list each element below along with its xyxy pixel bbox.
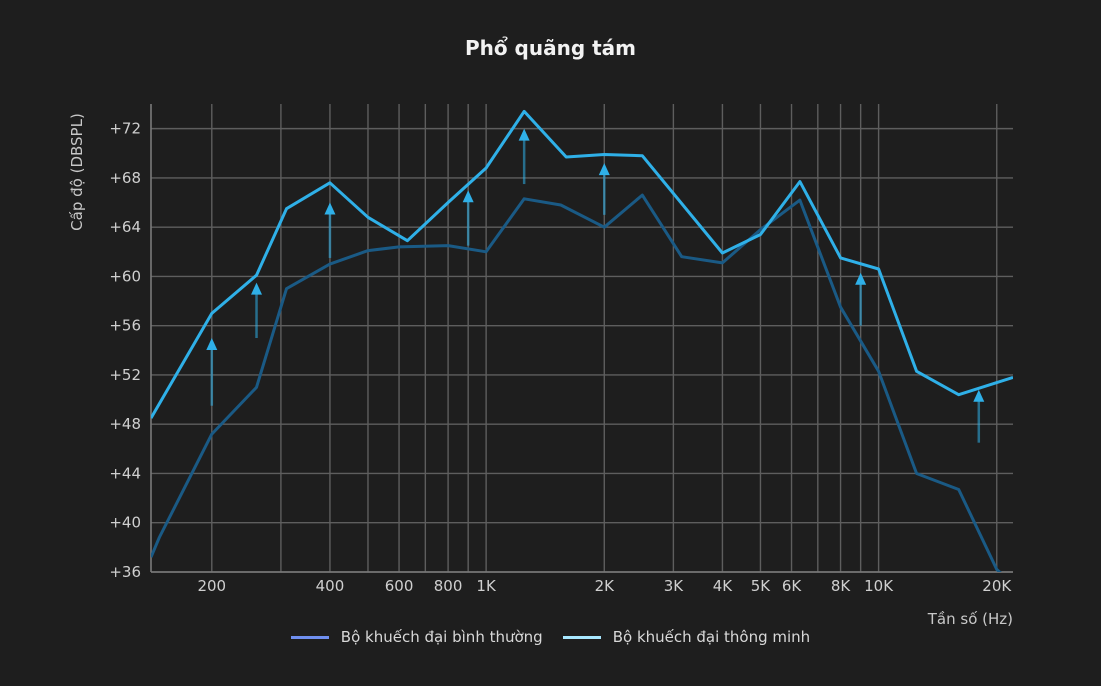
y-tick-label: +48 bbox=[109, 415, 141, 433]
legend-swatch-smart bbox=[562, 635, 601, 639]
y-tick-label: +36 bbox=[109, 563, 141, 581]
x-axis-label: Tần số (Hz) bbox=[927, 610, 1013, 628]
boost-arrow-head bbox=[251, 282, 263, 295]
boost-arrow bbox=[518, 128, 530, 185]
chart-title: Phổ quãng tám bbox=[464, 36, 637, 60]
boost-arrow bbox=[462, 190, 474, 246]
boost-arrow bbox=[324, 202, 336, 258]
x-tick-label: 6K bbox=[782, 577, 803, 595]
y-tick-label: +44 bbox=[109, 464, 141, 482]
x-tick-label: 1K bbox=[476, 577, 497, 595]
boost-arrow bbox=[251, 282, 263, 338]
boost-arrow-head bbox=[206, 338, 218, 350]
boost-arrow bbox=[206, 338, 218, 406]
y-tick-label: +68 bbox=[109, 169, 141, 187]
boost-arrow-head bbox=[462, 190, 474, 203]
boost-arrow bbox=[855, 272, 867, 326]
boost-arrow bbox=[598, 163, 610, 215]
x-tick-label: 200 bbox=[197, 577, 226, 595]
boost-arrow-head bbox=[324, 202, 336, 215]
y-tick-label: +60 bbox=[109, 267, 141, 285]
legend: Bộ khuếch đại bình thường Bộ khuếch đại … bbox=[0, 628, 1101, 646]
y-tick-label: +64 bbox=[109, 218, 141, 236]
series-line-smart-amplifier bbox=[151, 109, 1013, 419]
legend-item-smart[interactable]: Bộ khuếch đại thông minh bbox=[562, 628, 811, 646]
y-tick-label: +72 bbox=[109, 120, 141, 138]
y-tick-label: +52 bbox=[109, 366, 141, 384]
boost-arrow-head bbox=[855, 272, 867, 285]
x-tick-label: 4K bbox=[713, 577, 734, 595]
legend-label-normal: Bộ khuếch đại bình thường bbox=[340, 628, 543, 646]
x-tick-label: 600 bbox=[385, 577, 414, 595]
x-tick-label: 3K bbox=[664, 577, 685, 595]
legend-swatch-normal bbox=[290, 635, 329, 639]
boost-arrow bbox=[973, 389, 985, 443]
x-tick-label: 20K bbox=[982, 577, 1012, 595]
x-tick-label: 800 bbox=[434, 577, 463, 595]
y-tick-label: +40 bbox=[109, 514, 141, 532]
x-tick-label: 8K bbox=[831, 577, 852, 595]
series-line-normal-amplifier bbox=[151, 193, 1002, 572]
x-tick-label: 5K bbox=[751, 577, 772, 595]
x-tick-label: 10K bbox=[864, 577, 894, 595]
boost-arrow-head bbox=[518, 128, 530, 141]
x-tick-label: 2K bbox=[595, 577, 616, 595]
boost-arrow-head bbox=[598, 163, 610, 176]
x-tick-label: 400 bbox=[316, 577, 345, 595]
legend-item-normal[interactable]: Bộ khuếch đại bình thường bbox=[290, 628, 543, 646]
y-tick-label: +56 bbox=[109, 317, 141, 335]
legend-label-smart: Bộ khuếch đại thông minh bbox=[612, 628, 811, 646]
boost-arrow-head bbox=[973, 389, 985, 402]
